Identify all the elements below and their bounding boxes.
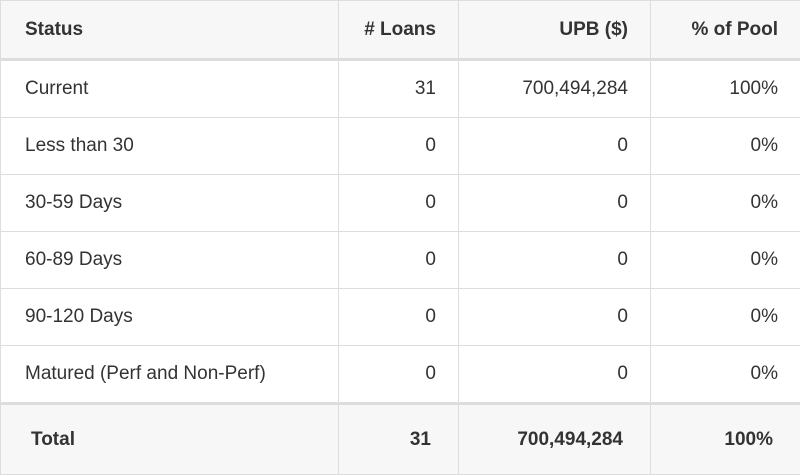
total-cell: 700,494,284 [459,404,651,475]
table-cell: 90-120 Days [1,289,339,346]
table-cell: Less than 30 [1,118,339,175]
table-cell: 60-89 Days [1,232,339,289]
header-cell: Status [1,1,339,60]
table-cell: Matured (Perf and Non-Perf) [1,346,339,404]
table-cell: 0 [339,175,459,232]
total-cell: Total [1,404,339,475]
table-cell: 0% [651,118,800,175]
total-cell: 31 [339,404,459,475]
table-cell: 0 [459,118,651,175]
table-cell: 31 [339,60,459,118]
header-cell: # Loans [339,1,459,60]
table-cell: 30-59 Days [1,175,339,232]
table-cell: 0% [651,232,800,289]
table-cell: 0 [339,118,459,175]
table-cell: 0 [459,232,651,289]
table-cell: 0 [339,346,459,404]
table-cell: 0% [651,346,800,404]
table-cell: 0 [459,175,651,232]
table-cell: 0 [459,289,651,346]
table-cell: 0% [651,289,800,346]
header-cell: UPB ($) [459,1,651,60]
table-cell: 0 [339,289,459,346]
header-cell: % of Pool [651,1,800,60]
table-cell: 100% [651,60,800,118]
total-cell: 100% [651,404,800,475]
table-cell: 0 [339,232,459,289]
table-cell: 700,494,284 [459,60,651,118]
table-cell: Current [1,60,339,118]
table-cell: 0 [459,346,651,404]
table-cell: 0% [651,175,800,232]
